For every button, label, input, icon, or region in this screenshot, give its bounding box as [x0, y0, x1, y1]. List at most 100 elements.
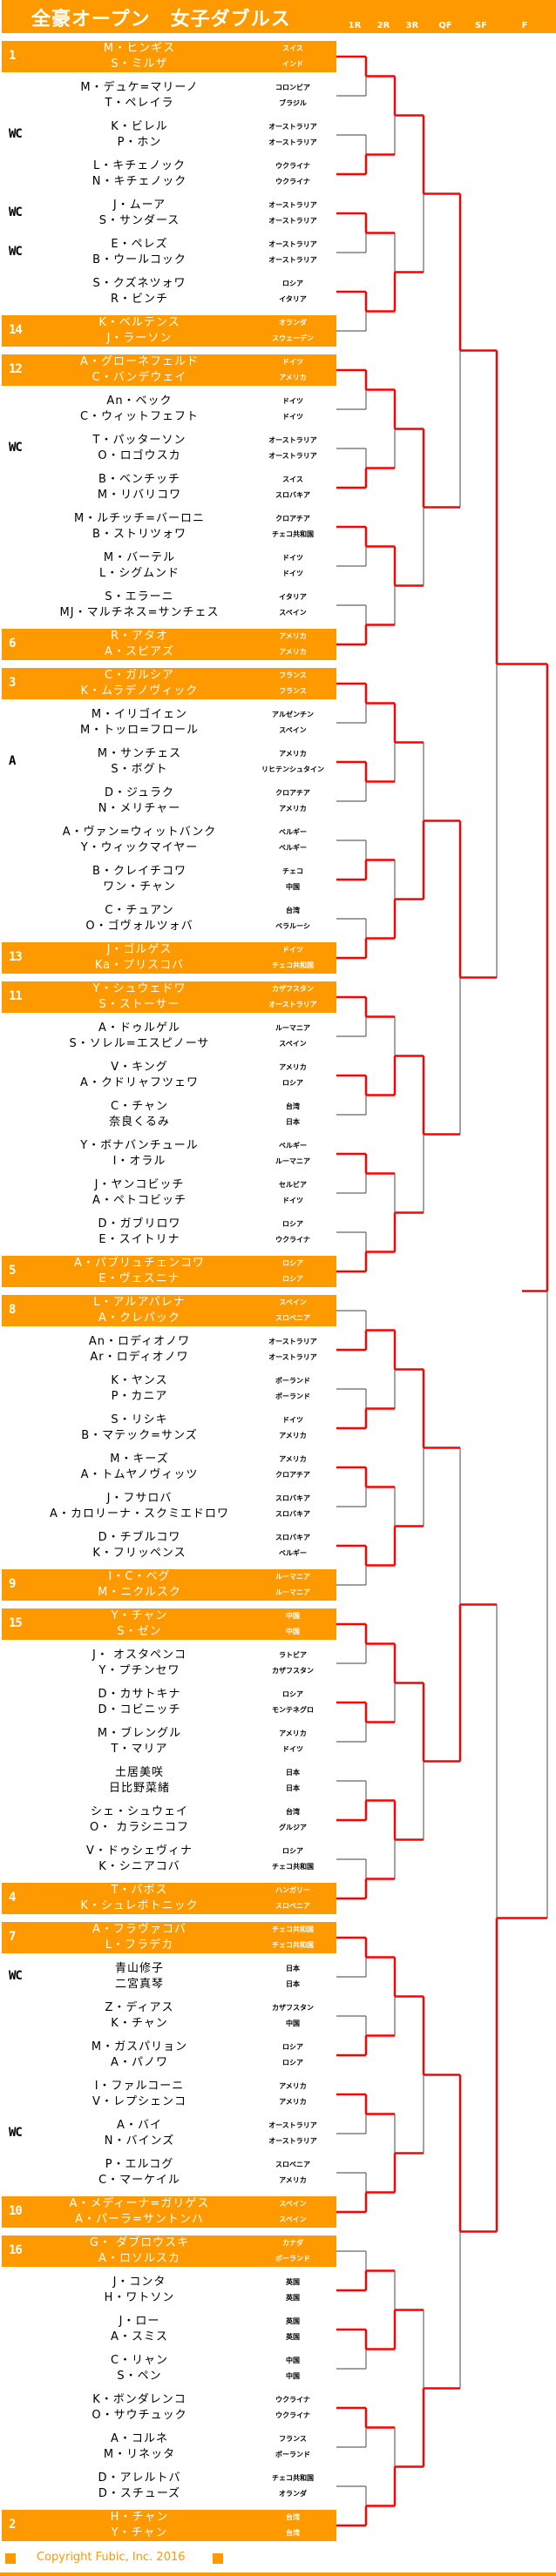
- player-country: スロバキア: [275, 1510, 310, 1518]
- seed-label: 3: [9, 676, 17, 690]
- team-row: S・エラーニ イタリア MJ・マルチネス=サンチェス スペイン: [2, 590, 336, 621]
- player-name: S・エラーニ: [105, 590, 174, 604]
- player-country: コロンビア: [275, 84, 310, 91]
- player-name: S・ボグト: [111, 763, 168, 776]
- player-country: ドイツ: [282, 1416, 303, 1424]
- player-country: スロベニア: [275, 1902, 310, 1910]
- player-country: スペイン: [279, 726, 307, 734]
- team-row: A・ドゥルゲル ルーマニア S・ソレル=エスピノーサ スペイン: [2, 1021, 336, 1052]
- player-country: オーストラリア: [268, 1353, 317, 1361]
- player-name: A・パブリュチェンコワ: [74, 1257, 205, 1270]
- player-name: N・キチェノック: [92, 175, 187, 188]
- player-name: M・ブレングル: [97, 1727, 182, 1740]
- player-country: オーストラリア: [268, 138, 317, 146]
- player-name: B・マテック=サンズ: [81, 1429, 198, 1442]
- team-row: 16 G・ ダブロウスキ カナダ A・ロソルスカ ポーランド: [2, 2235, 336, 2267]
- player-name: A・パノワ: [111, 2056, 168, 2069]
- player-name: M・ヒンギス: [103, 42, 176, 55]
- player-name: A・メディーナ=ガリゲス: [69, 2197, 210, 2210]
- player-country: ルーマニア: [275, 1573, 310, 1581]
- player-name: L・フラデカ: [105, 1939, 174, 1952]
- seed-label: 12: [9, 362, 23, 376]
- player-country: ルーマニア: [275, 1157, 310, 1165]
- copyright-text: Copyright Fubic, Inc. 2016: [37, 2551, 186, 2564]
- team-row: M・イリゴイェン アルゼンチン M・トッロ=フロール スペイン: [2, 707, 336, 738]
- player-country: ルーマニア: [275, 1024, 310, 1032]
- team-row: K・ヤンス ポーランド P・カニア ポーランド: [2, 1373, 336, 1405]
- player-name: 日比野菜緒: [108, 1782, 170, 1795]
- player-country: イタリア: [279, 295, 307, 303]
- player-name: K・シュレボトニック: [80, 1899, 199, 1912]
- team-row: 7 A・フラヴァコバ チェコ共和国 L・フラデカ チェコ共和国: [2, 1922, 336, 1953]
- player-name: MJ・マルチネス=サンチェス: [59, 606, 220, 619]
- player-country: アメリカ: [279, 805, 307, 813]
- player-country: フランス: [279, 2435, 307, 2443]
- player-name: C・チャン: [111, 1100, 168, 1113]
- seed-label: 1: [9, 49, 17, 63]
- player-name: C・バンデウェイ: [92, 371, 187, 384]
- team-row: 9 I・C・ベグ ルーマニア M・ニクルスク ルーマニア: [2, 1569, 336, 1601]
- seed-label: WC: [9, 245, 23, 259]
- player-country: アメリカ: [279, 1063, 307, 1071]
- seed-label: WC: [9, 127, 23, 141]
- player-country: イタリア: [279, 593, 307, 601]
- team-row: A・コルネ フランス M・リネッタ ポーランド: [2, 2431, 336, 2463]
- team-row: K・ボンダレンコ ウクライナ O・サウチュック ウクライナ: [2, 2392, 336, 2424]
- player-country: オーストラリア: [268, 240, 317, 248]
- player-name: P・ホン: [117, 136, 162, 149]
- team-row: D・ガブリロワ ロシア E・スイトリナ ウクライナ: [2, 1217, 336, 1248]
- player-name: D・アレルトバ: [98, 2471, 181, 2485]
- player-country: クロアチア: [275, 515, 310, 523]
- player-name: S・ソレル=エスピノーサ: [69, 1037, 210, 1050]
- team-row: J・フサロバ スロバキア A・カロリーナ・スクミエドロワ スロバキア: [2, 1491, 336, 1522]
- player-name: Y・チャン: [111, 2526, 168, 2539]
- player-name: A・スピアズ: [105, 645, 174, 658]
- team-row: 8 L・アルアバレナ スペイン A・クレパック スロベニア: [2, 1295, 336, 1326]
- header-bar: 全豪オープン 女子ダブルス 1R 2R 3R QF SF F: [2, 0, 556, 33]
- bottom-divider: [0, 2573, 556, 2576]
- player-country: アメリカ: [279, 2082, 307, 2090]
- player-country: オーストラリア: [268, 2121, 317, 2129]
- team-row: M・デュケ=マリーノ コロンビア T・ペレイラ ブラジル: [2, 80, 336, 111]
- player-country: アメリカ: [279, 750, 307, 758]
- player-country: チェコ共和国: [272, 1925, 314, 1933]
- player-country: ロシア: [282, 1079, 303, 1087]
- team-row: 5 A・パブリュチェンコワ ロシア E・ヴェスニナ ロシア: [2, 1256, 336, 1287]
- player-country: アメリカ: [279, 1455, 307, 1463]
- player-country: ベルギー: [279, 844, 307, 852]
- player-name: K・ボンダレンコ: [92, 2393, 186, 2406]
- player-country: チェコ共和国: [272, 1941, 314, 1949]
- player-country: ハンガリー: [275, 1886, 310, 1894]
- player-name: J・コンタ: [112, 2276, 166, 2289]
- player-name: C・リャン: [110, 2354, 169, 2367]
- player-name: S・クズネツォワ: [92, 277, 186, 290]
- player-name: C・マーケイル: [98, 2174, 180, 2187]
- player-name: O・サウチュック: [92, 2409, 187, 2422]
- player-country: 日本: [286, 1118, 300, 1126]
- player-name: M・ガスパリョン: [91, 2040, 188, 2053]
- page-title: 全豪オープン 女子ダブルス: [31, 9, 291, 30]
- player-name: J・ロー: [119, 2315, 160, 2328]
- player-country: リヒテンシュタイン: [261, 765, 324, 773]
- seed-label: 8: [9, 1303, 17, 1317]
- player-name: L・キチェノック: [93, 159, 186, 172]
- player-country: 日本: [286, 1965, 300, 1972]
- player-name: 奈良くるみ: [109, 1116, 170, 1129]
- player-name: A・パーラ=サントンハ: [75, 2213, 204, 2226]
- player-country: ポーランド: [275, 2255, 310, 2262]
- player-country: 台湾: [286, 1103, 300, 1110]
- round-label-f: F: [521, 21, 528, 30]
- player-name: K・フリッペンス: [92, 1547, 186, 1560]
- player-country: ドイツ: [282, 397, 303, 405]
- team-row: 10 A・メディーナ=ガリゲス スペイン A・パーラ=サントンハ スペイン: [2, 2196, 336, 2228]
- player-name: M・バーテル: [103, 551, 176, 564]
- team-row: P・エルコグ スロベニア C・マーケイル アメリカ: [2, 2157, 336, 2188]
- player-name: A・フラヴァコバ: [92, 1923, 186, 1936]
- player-country: ベラルーシ: [275, 922, 310, 930]
- player-country: ブラジル: [279, 99, 307, 107]
- player-country: ウクライナ: [275, 1236, 310, 1244]
- player-name: S・サンダース: [98, 214, 180, 227]
- seed-label: 10: [9, 2204, 23, 2218]
- player-country: アメリカ: [279, 632, 307, 640]
- player-name: D・チブルコワ: [98, 1531, 181, 1544]
